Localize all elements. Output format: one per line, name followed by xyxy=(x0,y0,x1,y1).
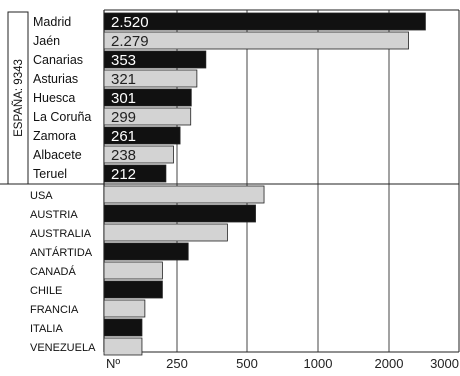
bar xyxy=(103,31,409,50)
category-label: USA xyxy=(30,190,53,202)
bar xyxy=(103,50,207,69)
category-label: Huesca xyxy=(33,91,75,105)
group-bracket xyxy=(7,11,29,185)
bar xyxy=(103,164,167,183)
category-label: FRANCIA xyxy=(30,304,79,316)
category-label: VENEZUELA xyxy=(30,342,96,354)
bar xyxy=(103,107,192,126)
category-label: Jaén xyxy=(33,34,60,48)
category-label: CHILE xyxy=(30,285,62,297)
bar xyxy=(103,12,426,31)
bar xyxy=(103,280,163,299)
category-label: La Coruña xyxy=(33,110,91,124)
bar xyxy=(103,337,143,356)
category-label: Zamora xyxy=(33,129,76,143)
category-label: AUSTRIA xyxy=(30,209,78,221)
value-label: 2.279 xyxy=(111,33,149,50)
value-label: 299 xyxy=(111,109,136,126)
bar xyxy=(103,204,256,223)
category-label: ITALIA xyxy=(30,323,63,335)
value-label: 353 xyxy=(111,52,136,69)
category-label: Madrid xyxy=(33,15,71,29)
category-label: ANTÁRTIDA xyxy=(30,246,93,259)
bar xyxy=(103,126,181,145)
x-tick-label: 250 xyxy=(166,356,188,371)
bar xyxy=(103,185,265,204)
value-label: 212 xyxy=(111,166,136,183)
x-tick-label: 1000 xyxy=(304,356,333,371)
value-label: 321 xyxy=(111,71,136,88)
bar xyxy=(103,223,228,242)
x-tick-label: 3000 xyxy=(430,356,459,371)
bar xyxy=(103,318,143,337)
bar xyxy=(103,88,192,107)
bar xyxy=(103,69,198,88)
x-tick-label: 500 xyxy=(236,356,258,371)
group-label: ESPAÑA: 9343 xyxy=(12,59,25,137)
category-label: Canarias xyxy=(33,53,83,67)
value-label: 261 xyxy=(111,128,136,145)
bar xyxy=(103,242,189,261)
category-label: Asturias xyxy=(33,72,78,86)
value-label: 301 xyxy=(111,90,136,107)
category-label: Teruel xyxy=(33,167,67,181)
bar xyxy=(103,299,146,318)
category-label: CANADÁ xyxy=(30,265,77,278)
value-label: 238 xyxy=(111,147,136,164)
category-label: Albacete xyxy=(33,148,82,162)
value-label: 2.520 xyxy=(111,14,149,31)
x-axis-prefix: Nº xyxy=(106,356,120,371)
category-label: AUSTRALIA xyxy=(30,228,92,240)
bar xyxy=(103,261,163,280)
bar xyxy=(103,145,174,164)
x-tick-label: 2000 xyxy=(375,356,404,371)
